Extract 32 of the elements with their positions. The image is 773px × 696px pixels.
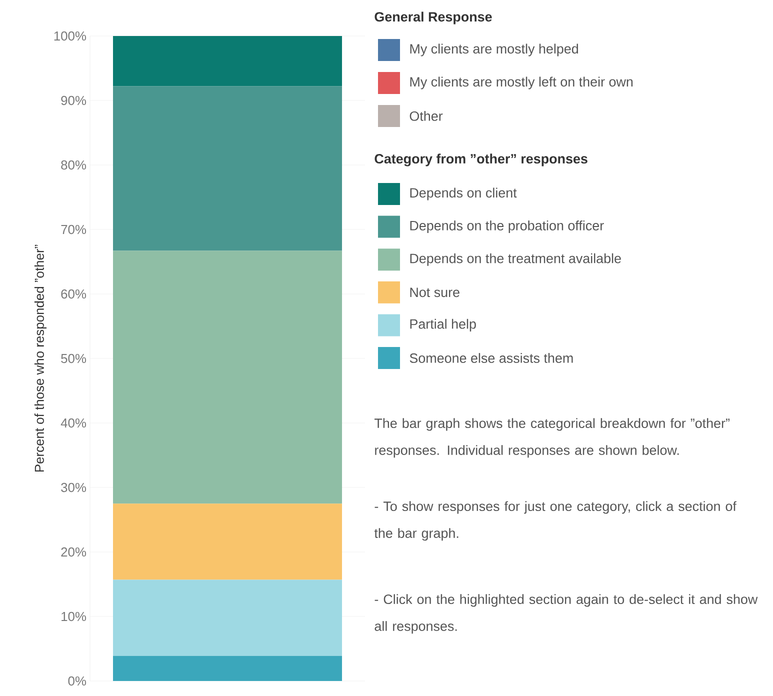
y-tick-label: 20% (61, 547, 86, 557)
legend-label: Not sure (410, 288, 460, 298)
legend-title: General Response (374, 12, 492, 24)
legend-label: My clients are mostly helped (410, 44, 578, 56)
bar (113, 250, 342, 504)
bar (113, 656, 342, 681)
legend-label: Depends on the treatment available (410, 253, 621, 266)
y-tick-label: 30% (61, 482, 86, 492)
y-tick-label: 70% (61, 224, 86, 234)
bar (113, 580, 342, 656)
legend-label: Partial help (410, 318, 476, 332)
y-tick-label: 100% (54, 31, 86, 41)
bar (113, 36, 342, 86)
text: Category from ”other” responses (374, 154, 588, 166)
y-tick-label: 60% (61, 289, 86, 299)
text: - Click on the highlighted section again to de-select it and show all responses. (374, 594, 758, 634)
legend-label: Depends on client (410, 188, 517, 200)
legend-label: Depends on the probation officer (410, 220, 604, 234)
y-tick-label: 40% (60, 418, 86, 428)
legend-label: Someone else assists them (410, 353, 573, 363)
bar (113, 86, 342, 251)
y-tick-label: 50% (61, 354, 86, 364)
legend-label: My clients are mostly left on their own (410, 76, 633, 90)
y-tick-label: 80% (61, 160, 86, 170)
y-tick-label: 10% (62, 612, 86, 622)
legend-label: Other (410, 111, 443, 121)
bar (113, 504, 342, 580)
y-tick-label: 90% (61, 96, 86, 106)
y-axis-title: Percent of those who responded ”other” (34, 244, 47, 472)
y-tick-label: 0% (68, 676, 86, 686)
text: The bar graph shows the categorical breakdown for ”other” responses. Individual responses are shown below. (374, 418, 730, 458)
text: - To show responses for just one category, click a section of the bar graph. (374, 501, 736, 541)
